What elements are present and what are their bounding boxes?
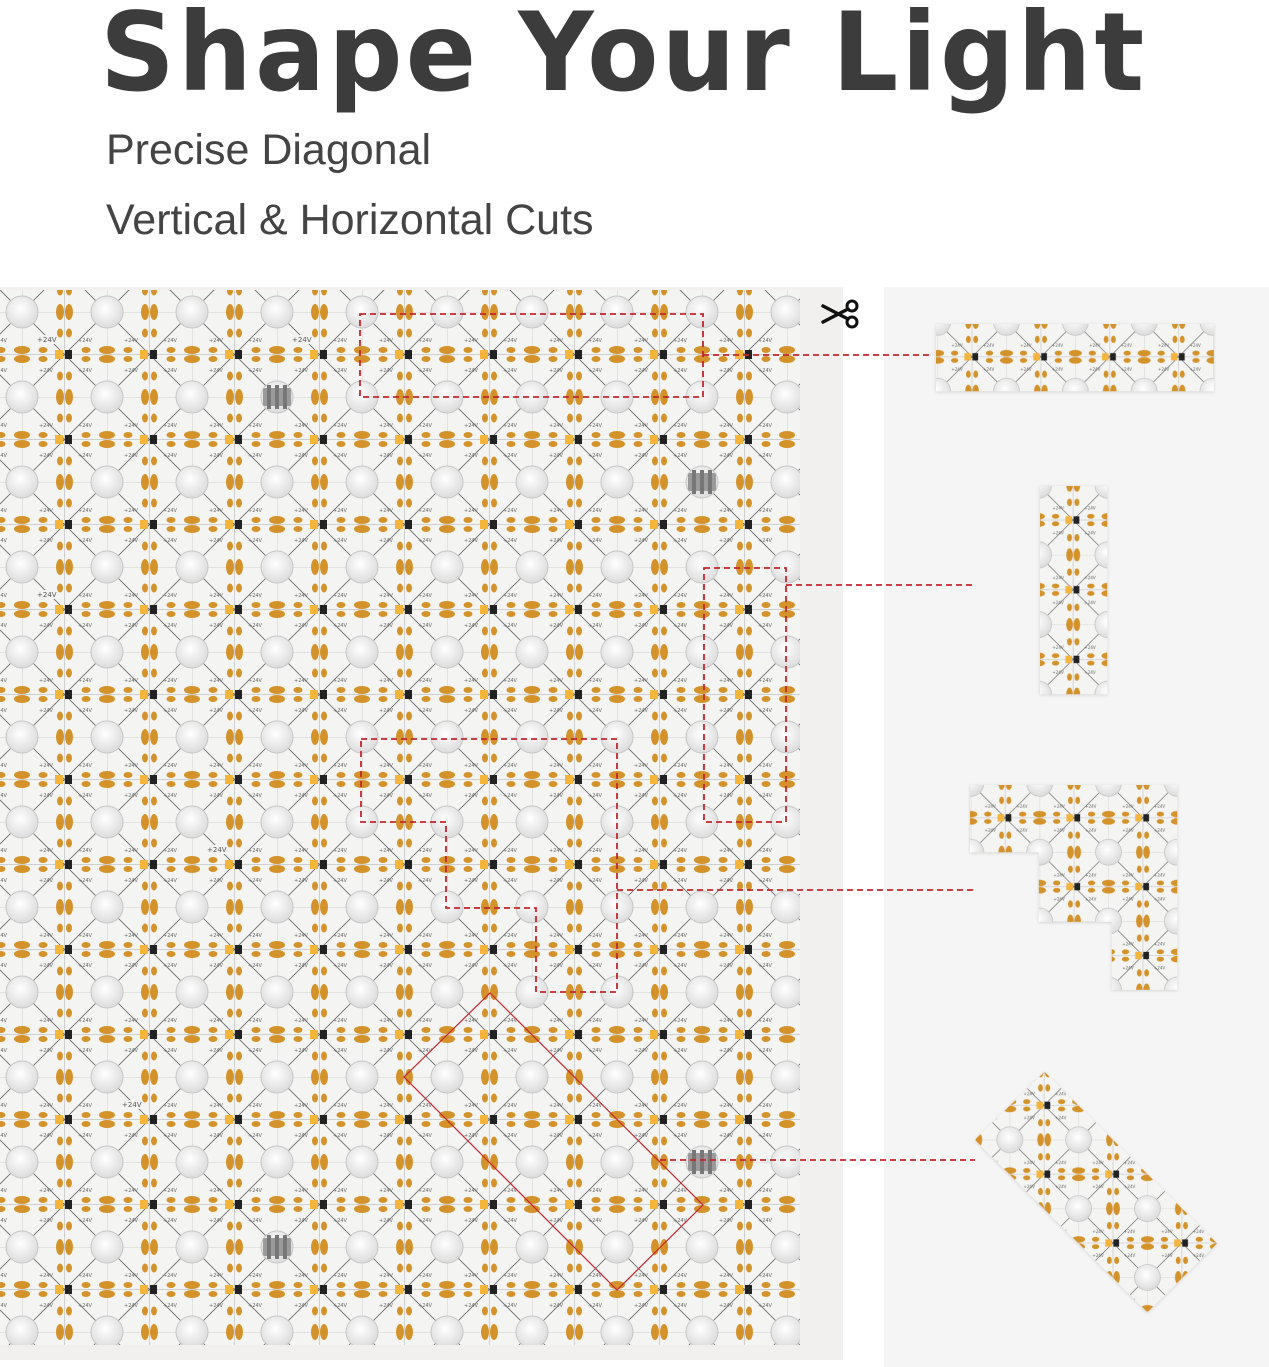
led-matrix-board: [0, 290, 800, 1345]
connector-clip-icon: [688, 1150, 716, 1174]
connector-clip-icon: [263, 1235, 291, 1259]
subtitle-line-2: Vertical & Horizontal Cuts: [106, 196, 594, 244]
cut-piece-vertical-strip: [1040, 485, 1108, 695]
pad-voltage-label: +24V: [207, 846, 227, 854]
connector-clip-icon: [688, 470, 716, 494]
cut-outline-horizontal-strip: [359, 313, 704, 398]
subtitle-line-1: Precise Diagonal: [106, 126, 432, 174]
pad-voltage-label: +24V: [37, 591, 57, 599]
connector-clip-icon: [263, 385, 291, 409]
page-title: Shape Your Light: [100, 0, 1148, 117]
pad-voltage-label: +24V: [122, 1101, 142, 1109]
cut-outline-diagonal-rectangle: [403, 992, 704, 1291]
cut-outlines: [359, 313, 975, 1291]
cut-piece-horizontal-strip: [936, 324, 1214, 392]
cut-outline-vertical-strip: [703, 567, 787, 823]
pad-voltage-label: +24V: [37, 336, 57, 344]
pad-voltage-label: +24V: [292, 336, 312, 344]
cut-outline-l-shape: [360, 738, 618, 993]
pad-voltage-labels: +24V +24V +24V +24V +24V: [36, 335, 312, 1109]
scissors-icon: [821, 299, 859, 329]
